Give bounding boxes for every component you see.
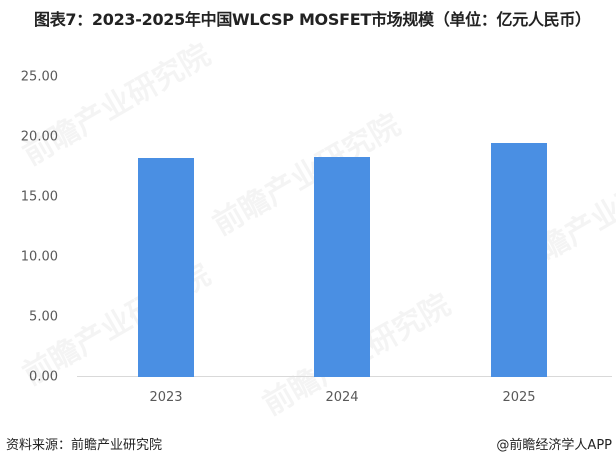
source-note: 资料来源：前瞻产业研究院 [6, 438, 163, 453]
y-tick-label: 10.00 [20, 249, 58, 265]
credit-note: @前瞻经济学人APP [496, 438, 612, 453]
watermark: 前瞻产业研究院 [13, 30, 217, 173]
bar-2023 [138, 158, 194, 377]
x-tick-label: 2023 [149, 390, 183, 405]
y-tick-label: 25.00 [20, 69, 58, 85]
x-tick-label: 2024 [325, 390, 359, 405]
watermark: 前瞻产业研究院 [203, 100, 407, 243]
bar-2024 [314, 156, 370, 377]
y-tick-label: 20.00 [20, 129, 58, 145]
y-tick-label: 15.00 [20, 189, 58, 205]
bar-2025 [491, 143, 547, 377]
chart-title: 图表7：2023-2025年中国WLCSP MOSFET市场规模（单位：亿元人民… [34, 10, 591, 29]
y-tick-label: 0.00 [29, 369, 58, 385]
y-tick-label: 5.00 [29, 309, 58, 325]
x-tick-label: 2025 [502, 390, 536, 405]
